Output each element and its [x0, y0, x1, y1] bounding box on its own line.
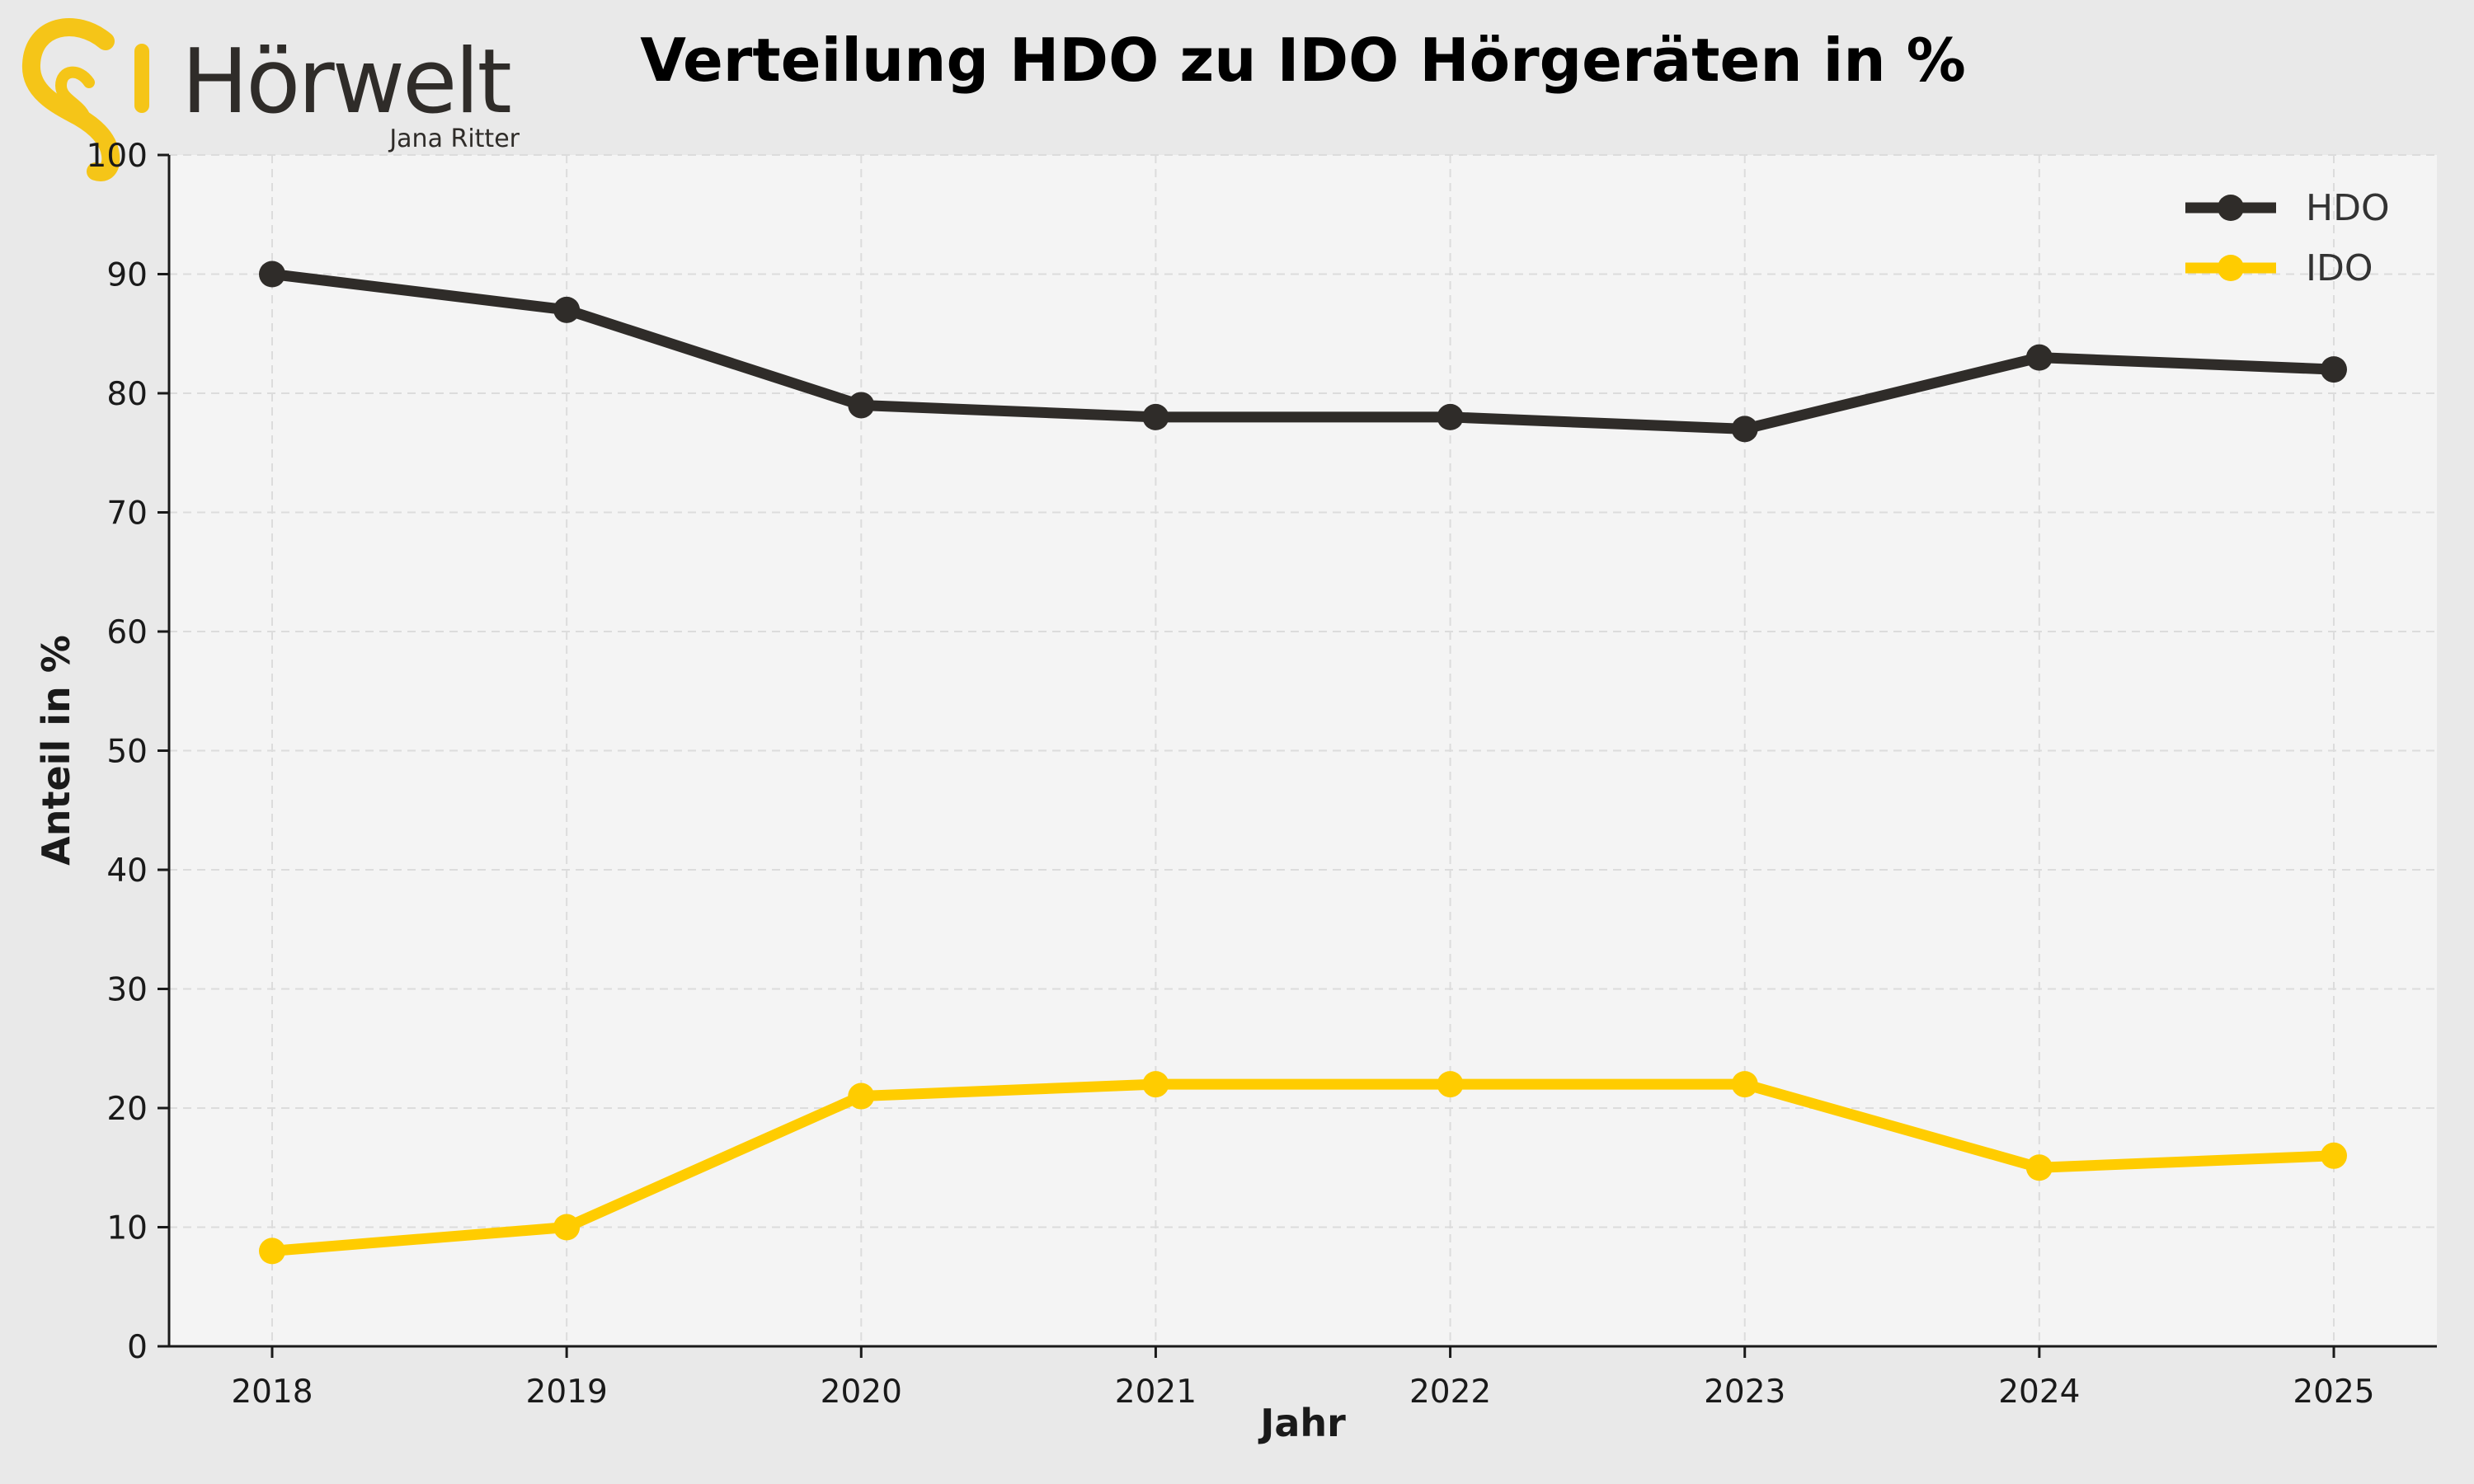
- y-tick-label: 60: [106, 614, 148, 651]
- y-axis-ticks: 0 10 20 30 40 50 60 70 80 90 100: [87, 138, 169, 1366]
- data-point-ido: [1142, 1071, 1169, 1098]
- x-tick-label: 2021: [1115, 1374, 1197, 1411]
- y-tick-label: 100: [87, 138, 148, 175]
- data-point-hdo: [848, 392, 875, 419]
- x-axis-title: Jahr: [1258, 1401, 1346, 1445]
- y-tick-label: 80: [106, 376, 148, 413]
- data-point-hdo: [1731, 416, 1758, 443]
- series-line-ido: [266, 1078, 2340, 1256]
- legend: HDO IDO: [2185, 187, 2390, 289]
- logo-brand: Hörwelt: [181, 31, 510, 134]
- chart-title: Verteilung HDO zu IDO Hörgeräten in %: [640, 26, 1966, 95]
- y-tick-label: 20: [106, 1091, 148, 1128]
- series-hdo: [259, 261, 2347, 443]
- data-series: [259, 261, 2347, 1265]
- x-tick-label: 2022: [1409, 1374, 1491, 1411]
- data-point-hdo: [259, 261, 285, 288]
- legend-item-ido: IDO: [2185, 247, 2373, 289]
- data-point-hdo: [1142, 403, 1169, 430]
- legend-item-hdo: HDO: [2185, 187, 2390, 229]
- legend-swatch-marker-ido: [2218, 255, 2244, 281]
- x-tick-label: 2024: [1998, 1374, 2080, 1411]
- data-point-ido: [2025, 1154, 2053, 1181]
- data-point-ido: [259, 1237, 285, 1265]
- y-tick-label: 30: [106, 972, 148, 1009]
- legend-swatch-marker-hdo: [2218, 195, 2244, 221]
- x-tick-label: 2018: [231, 1374, 313, 1411]
- data-point-ido: [553, 1214, 581, 1241]
- legend-label-ido: IDO: [2306, 247, 2373, 289]
- y-tick-label: 0: [127, 1329, 148, 1366]
- x-tick-label: 2023: [1704, 1374, 1785, 1411]
- y-tick-label: 70: [106, 495, 148, 533]
- series-line-hdo: [266, 269, 2340, 434]
- x-axis-ticks: 2018 2019 2020 2021 2022 2023 2024 2025: [231, 1346, 2375, 1411]
- data-point-ido: [2321, 1142, 2347, 1169]
- data-point-ido: [848, 1082, 875, 1110]
- data-point-hdo: [553, 296, 581, 323]
- data-point-ido: [1731, 1071, 1758, 1098]
- logo-subtitle: Jana Ritter: [388, 124, 520, 153]
- y-tick-label: 40: [106, 852, 148, 890]
- data-point-hdo: [2025, 344, 2053, 371]
- y-tick-label: 50: [106, 734, 148, 771]
- y-tick-label: 10: [106, 1210, 148, 1247]
- y-axis-title: Anteil in %: [34, 635, 78, 866]
- ear-icon: [22, 18, 149, 181]
- x-tick-label: 2020: [821, 1374, 902, 1411]
- x-tick-label: 2025: [2293, 1374, 2374, 1411]
- series-ido: [259, 1071, 2347, 1265]
- data-point-hdo: [1437, 403, 1464, 430]
- y-tick-label: 90: [106, 257, 148, 294]
- logo: Hörwelt Jana Ritter: [22, 18, 520, 181]
- x-tick-label: 2019: [526, 1374, 608, 1411]
- data-point-hdo: [2321, 356, 2347, 383]
- legend-label-hdo: HDO: [2306, 187, 2390, 229]
- data-point-ido: [1437, 1071, 1464, 1098]
